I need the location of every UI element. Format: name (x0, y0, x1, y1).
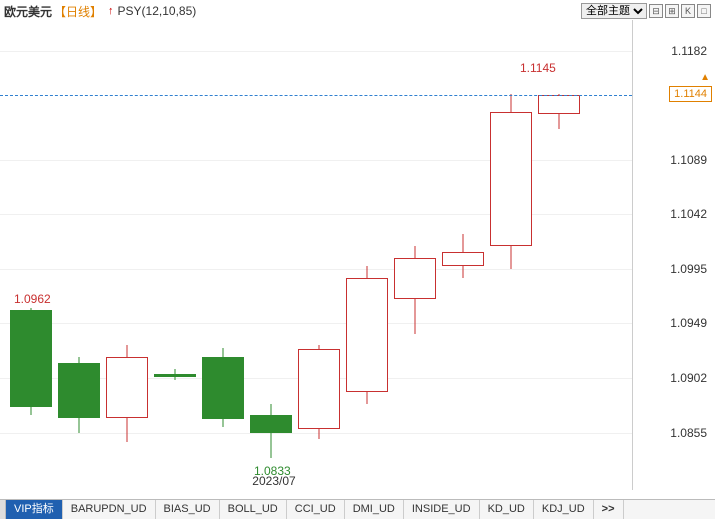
indicator-tab[interactable]: CCI_UD (287, 500, 345, 519)
indicator-tabbar: VIP指标BARUPDN_UDBIAS_UDBOLL_UDCCI_UDDMI_U… (0, 499, 715, 519)
candle[interactable] (490, 20, 532, 490)
x-axis-label: 2023/07 (252, 474, 295, 488)
y-tick-label: 1.0949 (670, 316, 707, 330)
y-tick-label: 1.0902 (670, 371, 707, 385)
indicator-tab[interactable]: KD_UD (480, 500, 534, 519)
more-tabs-button[interactable]: >> (594, 500, 624, 519)
candle[interactable] (106, 20, 148, 490)
y-tick-label: 1.0995 (670, 262, 707, 276)
indicator-tab[interactable]: DMI_UD (345, 500, 404, 519)
indicator-tab[interactable]: VIP指标 (6, 500, 63, 519)
fullscreen-icon[interactable]: □ (697, 4, 711, 18)
y-tick-label: 1.1182 (671, 44, 707, 58)
chart-period: 【日线】 (54, 3, 102, 20)
price-up-arrow-icon: ▲ (700, 72, 710, 83)
zoom-in-icon[interactable]: ⊞ (665, 4, 679, 18)
zoom-out-icon[interactable]: ⊟ (649, 4, 663, 18)
indicator-tab[interactable]: KDJ_UD (534, 500, 594, 519)
indicator-label: PSY(12,10,85) (118, 4, 197, 18)
candle[interactable] (154, 20, 196, 490)
high-price-label: 1.1145 (520, 61, 556, 75)
indicator-tab[interactable]: BOLL_UD (220, 500, 287, 519)
candle[interactable] (394, 20, 436, 490)
symbol-title: 欧元美元 (4, 3, 52, 20)
candlestick-chart[interactable]: 1.1144▲1.11451.08331.09622023/07 (0, 20, 633, 490)
y-tick-label: 1.1042 (670, 207, 707, 221)
candle-style-icon[interactable]: K (681, 4, 695, 18)
theme-select[interactable]: 全部主题 (581, 3, 647, 19)
indicator-tab[interactable]: INSIDE_UD (404, 500, 480, 519)
candle[interactable] (10, 20, 52, 490)
last-price-line: 1.1144▲ (0, 95, 632, 96)
candle[interactable] (346, 20, 388, 490)
candle[interactable] (202, 20, 244, 490)
candle[interactable] (442, 20, 484, 490)
last-price-box: 1.1144 (669, 86, 712, 102)
candle[interactable] (250, 20, 292, 490)
candle[interactable] (298, 20, 340, 490)
candle[interactable] (58, 20, 100, 490)
trend-arrow-icon: ↑ (108, 5, 114, 17)
open-price-label: 1.0962 (14, 292, 51, 306)
y-tick-label: 1.1089 (670, 153, 707, 167)
indicator-tab[interactable]: BARUPDN_UD (63, 500, 156, 519)
candle[interactable] (538, 20, 580, 490)
indicator-tab[interactable]: BIAS_UD (156, 500, 220, 519)
y-tick-label: 1.0855 (670, 426, 707, 440)
